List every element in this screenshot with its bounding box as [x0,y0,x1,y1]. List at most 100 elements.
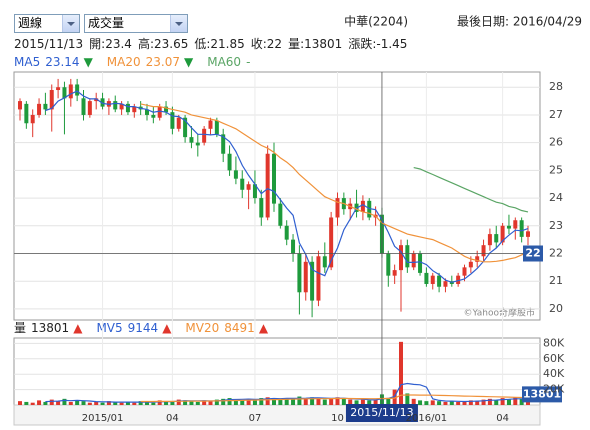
candle-body [94,98,99,102]
volume-bar [227,398,232,405]
volume-bar [367,400,372,405]
candle-body [246,184,251,190]
stock-name: 中華(2204) [344,14,408,29]
quote-value: 13801 [304,37,342,51]
candle-body [322,256,327,268]
volume-bar [240,400,245,405]
volume-bar [310,397,315,405]
candle-body [49,90,54,110]
candle-body [24,103,29,124]
candle-body [227,153,232,171]
volume-bar [430,400,435,405]
legend-value: - [246,55,250,69]
candle-body [81,98,86,115]
candle-body [56,87,61,91]
volume-bar [132,402,137,405]
candle-body [195,142,200,146]
candle-body [100,98,105,107]
volume-bar [348,399,353,405]
volume-bar [183,400,188,405]
ma-line [45,382,528,403]
quote-label: 低: [194,37,210,51]
volume-bar [494,400,499,405]
volume-bar [506,399,511,405]
volume-bar [272,398,276,405]
candle-body [500,225,505,243]
y-tick-label: 40K [543,367,565,380]
period-select[interactable]: 週線 [14,14,80,33]
price-cursor-box [523,245,543,262]
candle-body [221,134,226,154]
volume-bar [411,398,416,405]
candle-body [456,275,461,284]
volume-bar [303,398,308,405]
volume-bar [278,399,283,405]
select-arrow[interactable] [62,15,79,32]
quote-value: -1.45 [376,37,407,51]
legend-name: MA5 [14,55,40,69]
volume-bar [176,399,181,405]
volume-bar [189,401,194,405]
legend-name: MA60 [207,55,241,69]
candle-body [360,200,365,212]
volume-bar [125,401,130,405]
volume-bar [297,396,302,405]
volume-legend: 量 13801 ▲ MV5 9144 ▲ MV20 8491 ▲ [14,321,269,335]
volume-bar [81,401,86,405]
volume-bar [373,399,378,405]
ma-line [413,167,529,213]
candle-body [506,225,511,229]
volume-bar [252,399,257,405]
quote-line: 2015/11/13 開:23.4 高:23.65 低:21.85 收:22 量:1380… [14,36,407,51]
volume-bar [405,393,410,405]
y-tick-label: 80K [543,336,565,349]
legend-arrow: ▼ [84,55,94,69]
volume-bar [221,398,226,405]
grid [13,71,541,426]
volume-bar [157,400,162,405]
candle-body [259,198,264,218]
volume-bar [360,399,365,405]
lines [45,90,529,403]
candle-body [291,239,296,254]
candle-body [202,128,207,143]
ma-line [140,103,529,263]
volume-bar [49,399,54,405]
candle-body [424,272,429,284]
volume-bar [18,401,22,405]
select-text: 成交量 [88,16,125,30]
volume-bar [329,398,334,405]
volume-bar [208,401,213,405]
candle-body [437,275,442,287]
volume-bar [513,397,518,405]
candle-body [468,261,473,268]
volume-bar [487,398,492,405]
candle-body [494,234,499,243]
indicator-select[interactable]: 成交量 [84,14,188,33]
y-tick-label: 26 [549,136,563,149]
labels: 20 21 22 23 24 25 26 27 28 20K 40K 60K 80K 2015/01 04 0… [82,80,565,424]
volume-bar [233,399,238,405]
volume-bar [437,401,442,405]
volume-bar [246,398,251,405]
volume-bar [341,398,346,405]
x-tick-label: 2015/01 [82,413,124,424]
y-tick-label: 23 [549,219,563,232]
legend-value: 8491 [224,321,255,335]
candle-body [526,231,530,237]
x-tick-label: 2016/01 [406,413,448,424]
candle-body [519,220,524,237]
candle-body [430,275,435,284]
candle-body [297,253,302,293]
volume-bar [418,400,423,405]
candle-body [151,114,156,118]
legend-arrow: ▲ [259,321,269,335]
watermark: ©Yahoo奇摩股市 [464,307,536,319]
select-arrow[interactable] [170,15,187,32]
price-pane [13,71,541,321]
candle-body [125,103,130,113]
volume-bar [100,402,105,405]
volume-bar [424,401,429,405]
